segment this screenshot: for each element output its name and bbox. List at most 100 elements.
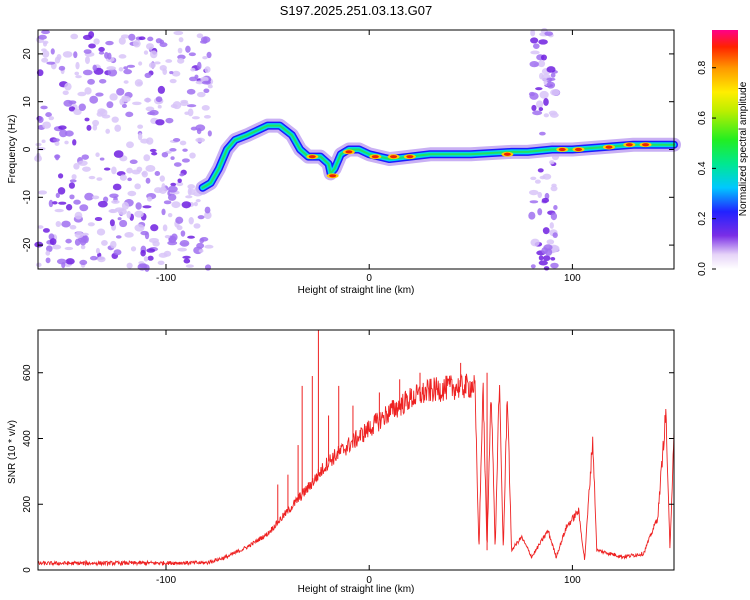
noise-blob: [72, 139, 77, 146]
noise-blob: [550, 257, 556, 261]
noise-blob: [163, 200, 172, 205]
noise-blob: [74, 211, 83, 220]
noise-blob: [546, 81, 556, 89]
noise-blob: [84, 117, 90, 122]
noise-blob: [122, 96, 131, 103]
hotspot-core: [574, 147, 582, 152]
noise-blob: [73, 163, 80, 170]
noise-blob: [132, 39, 141, 48]
noise-blob: [117, 217, 122, 221]
noise-blob: [40, 105, 48, 110]
noise-blob: [530, 37, 539, 44]
noise-blob: [188, 216, 194, 225]
noise-blob: [45, 257, 51, 264]
noise-blob: [64, 140, 69, 145]
noise-blob: [142, 205, 152, 209]
noise-blob: [121, 103, 127, 108]
y-tick-label: 10: [22, 96, 33, 108]
noise-blob: [179, 239, 190, 247]
snr-line: [37, 373, 675, 567]
noise-blob: [546, 239, 555, 245]
x-tick-label: 100: [564, 273, 581, 284]
noise-blob: [69, 194, 75, 200]
y-tick-label: 600: [22, 364, 33, 381]
noise-blob: [54, 140, 60, 146]
noise-blob: [529, 61, 539, 68]
y-tick-label: -10: [22, 190, 33, 205]
noise-blob: [98, 46, 105, 52]
noise-blob: [155, 119, 165, 126]
noise-blob: [96, 177, 103, 181]
y-tick-label: 0: [22, 567, 33, 573]
noise-blob: [134, 210, 144, 218]
noise-blob: [56, 258, 67, 265]
noise-blob: [167, 193, 177, 201]
noise-blob: [128, 33, 136, 41]
noise-blob: [79, 259, 88, 266]
noise-blob: [137, 124, 144, 129]
noise-blob: [36, 69, 44, 77]
noise-blob: [46, 245, 53, 253]
noise-blob: [146, 137, 154, 145]
noise-blob: [550, 89, 560, 96]
noise-blob: [538, 39, 548, 45]
noise-blob: [126, 210, 132, 219]
noise-blob: [106, 66, 116, 71]
noise-blob: [58, 125, 67, 130]
noise-blob: [61, 220, 71, 228]
noise-blob: [162, 68, 168, 75]
noise-blob: [167, 240, 178, 246]
noise-blob: [145, 165, 156, 172]
noise-blob: [532, 43, 540, 49]
x-tick-label: 100: [564, 575, 581, 586]
noise-blob: [544, 192, 550, 200]
noise-blob: [204, 66, 211, 73]
noise-blob: [134, 183, 141, 190]
noise-blob: [84, 192, 94, 201]
noise-blob: [99, 157, 105, 161]
noise-blob: [45, 112, 52, 118]
noise-blob: [82, 232, 89, 236]
noise-blob: [552, 232, 558, 238]
noise-blob: [130, 246, 137, 252]
noise-blob: [41, 29, 50, 35]
noise-blob: [186, 104, 197, 108]
noise-blob: [179, 140, 187, 146]
noise-blob: [106, 101, 114, 109]
noise-blob: [162, 224, 168, 232]
noise-blob: [111, 166, 117, 175]
noise-blob: [171, 70, 181, 77]
noise-blob: [528, 189, 539, 196]
noise-blob: [37, 116, 44, 124]
hotspot-core: [503, 152, 511, 156]
noise-blob: [64, 246, 74, 251]
noise-blob: [80, 244, 86, 250]
noise-blob: [199, 237, 205, 244]
noise-blob: [114, 207, 125, 212]
noise-blob: [105, 128, 111, 134]
noise-blob: [118, 37, 126, 45]
noise-blob: [177, 57, 185, 64]
noise-blob: [62, 90, 69, 96]
noise-blob: [96, 228, 106, 236]
noise-blob: [186, 88, 196, 95]
noise-blob: [179, 173, 185, 177]
noise-blob: [71, 174, 77, 180]
noise-blob: [528, 211, 536, 220]
noise-blob: [200, 40, 208, 44]
noise-blob: [204, 211, 212, 220]
snr-x-axis-label: Height of straight line (km): [298, 584, 415, 595]
noise-blob: [42, 40, 49, 45]
noise-blob: [57, 187, 66, 195]
noise-blob: [539, 90, 549, 99]
noise-blob: [123, 69, 133, 75]
noise-blob: [206, 51, 212, 59]
noise-blob: [89, 95, 99, 104]
noise-blob: [157, 104, 162, 109]
noise-blob: [119, 98, 125, 106]
y-tick-label: -20: [22, 237, 33, 252]
noise-blob: [543, 113, 550, 118]
noise-blob: [201, 80, 211, 85]
noise-blob: [109, 93, 118, 101]
